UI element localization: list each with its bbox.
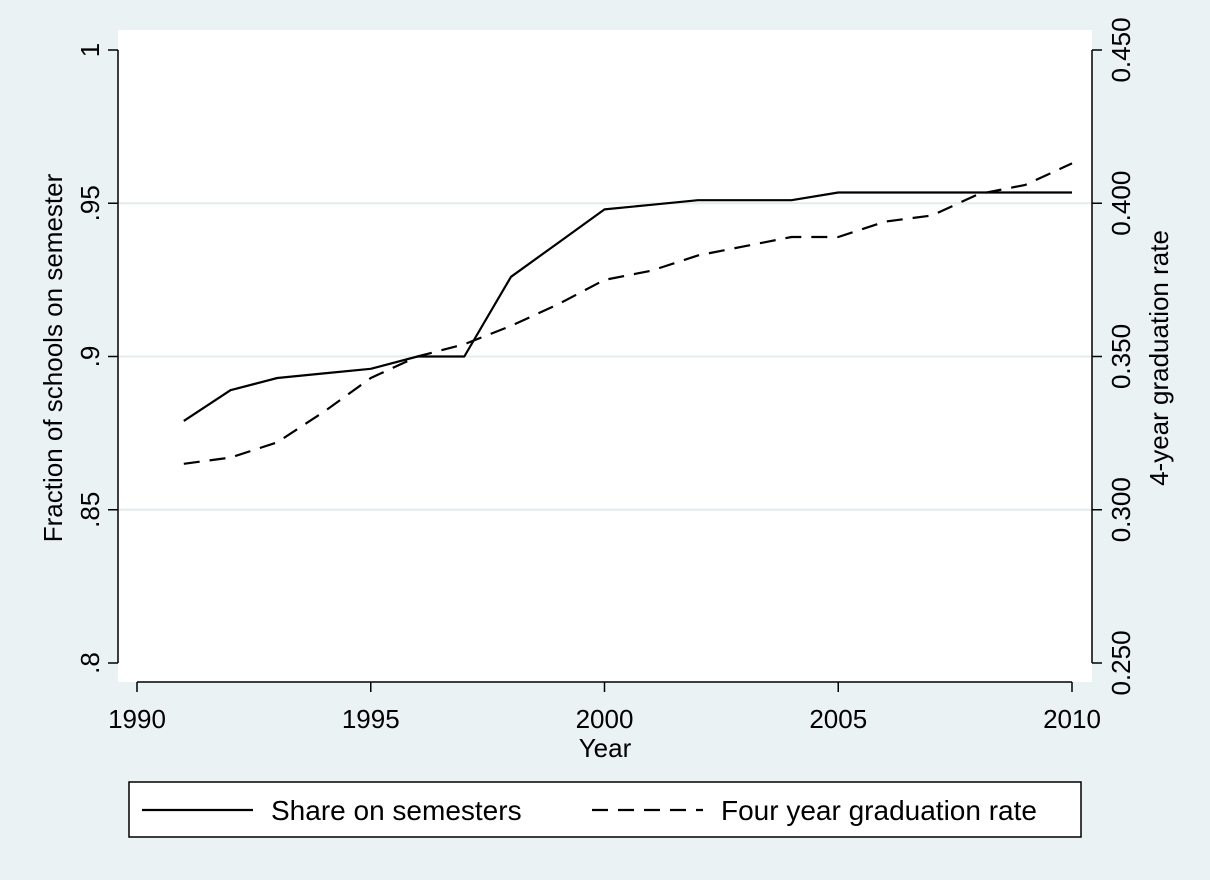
y-right-tick-label-0-350: 0.350 <box>1106 324 1136 389</box>
series-line-four-year-graduation-rate <box>183 162 1073 465</box>
legend-label-four-year-graduation-rate: Four year graduation rate <box>721 795 1037 826</box>
legend-label-share-on-semesters: Share on semesters <box>271 795 522 826</box>
x-tick-label-1990: 1990 <box>108 704 166 734</box>
series-lines <box>183 162 1073 465</box>
legend: Share on semesters Four year graduation … <box>128 781 1082 838</box>
y-axis-right-title: 4-year graduation rate <box>1144 230 1174 486</box>
x-axis-title: Year <box>579 733 632 763</box>
x-tick-label-2005: 2005 <box>809 704 867 734</box>
y-left-tick-label-1: 1 <box>75 43 105 57</box>
x-tick-label-2000: 2000 <box>576 704 634 734</box>
y-left-tick-label-8: .8 <box>75 652 105 674</box>
y-axis-left-title: Fraction of schools on semester <box>38 173 68 542</box>
y-left-tick-label-95: .95 <box>75 185 105 221</box>
y-right-tick-label-0-400: 0.400 <box>1106 171 1136 236</box>
gridlines <box>118 202 1092 511</box>
x-tick-label-2010: 2010 <box>1043 704 1101 734</box>
ticks: 1990 1995 2000 2005 2010 .8 .85 .9 .95 1 0.250 0.30… <box>75 17 1136 734</box>
y-left-tick-label-9: .9 <box>75 346 105 368</box>
series-line-share-on-semesters <box>183 191 1072 422</box>
y-right-tick-label-0-250: 0.250 <box>1106 630 1136 695</box>
y-right-tick-label-0-300: 0.300 <box>1106 477 1136 542</box>
y-left-tick-label-85: .85 <box>75 492 105 528</box>
y-right-tick-label-0-450: 0.450 <box>1106 17 1136 82</box>
x-tick-label-1995: 1995 <box>342 704 400 734</box>
